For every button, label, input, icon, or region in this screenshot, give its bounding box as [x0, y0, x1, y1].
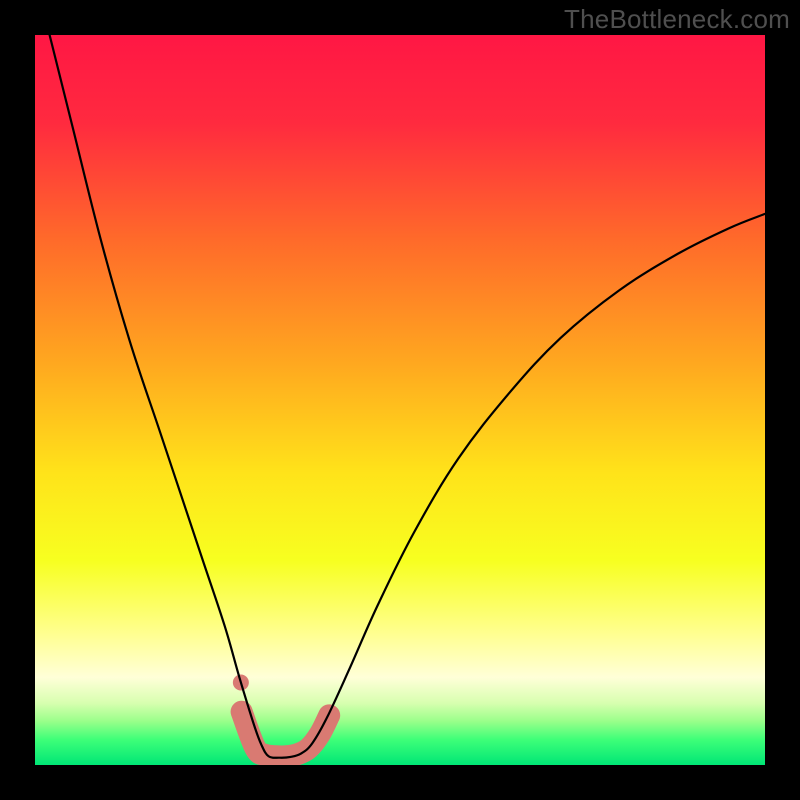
- watermark-text: TheBottleneck.com: [564, 4, 790, 35]
- chart-frame: TheBottleneck.com: [0, 0, 800, 800]
- gradient-background: [35, 35, 765, 765]
- bottleneck-chart: [0, 0, 800, 800]
